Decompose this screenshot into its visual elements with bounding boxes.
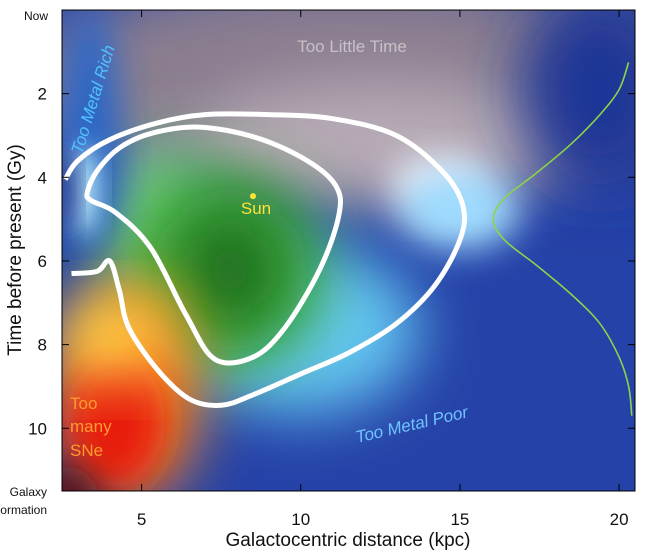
y-bottom-label-line-1: Galaxy xyxy=(10,485,47,499)
too-many-sne-line-1: Too xyxy=(70,394,97,413)
x-axis-ticks: 5 10 15 20 xyxy=(137,10,629,529)
too-many-sne-line-2: many xyxy=(70,417,112,436)
distribution-curve xyxy=(492,62,633,416)
x-axis-title: Galactocentric distance (kpc) xyxy=(226,530,471,551)
y-tick-label: 6 xyxy=(38,252,47,271)
y-tick-label: 8 xyxy=(38,336,47,355)
sun-label: Sun xyxy=(241,199,271,218)
heatmap-background xyxy=(62,10,635,491)
sun-marker xyxy=(250,193,256,200)
x-tick-label: 20 xyxy=(610,510,629,529)
y-axis-title: Time before present (Gy) xyxy=(5,144,26,356)
too-many-sne-label: Too many SNe xyxy=(70,394,112,460)
y-tick-label: 4 xyxy=(38,168,47,187)
x-tick-label: 15 xyxy=(450,510,469,529)
plot-frame xyxy=(61,9,636,492)
y-tick-label: 2 xyxy=(38,85,47,104)
x-tick-label: 10 xyxy=(291,510,310,529)
y-top-label: Now xyxy=(24,9,48,23)
contour-inner xyxy=(84,124,344,366)
too-many-sne-line-3: SNe xyxy=(70,441,103,460)
x-tick-label: 5 xyxy=(137,510,146,529)
y-axis-ticks: 2 4 6 8 10 xyxy=(28,85,635,438)
contour-outer xyxy=(63,111,468,408)
y-tick-label: 10 xyxy=(28,419,47,438)
y-bottom-label-line-2: Formation xyxy=(0,503,47,517)
too-little-time-label: Too Little Time xyxy=(297,37,407,56)
